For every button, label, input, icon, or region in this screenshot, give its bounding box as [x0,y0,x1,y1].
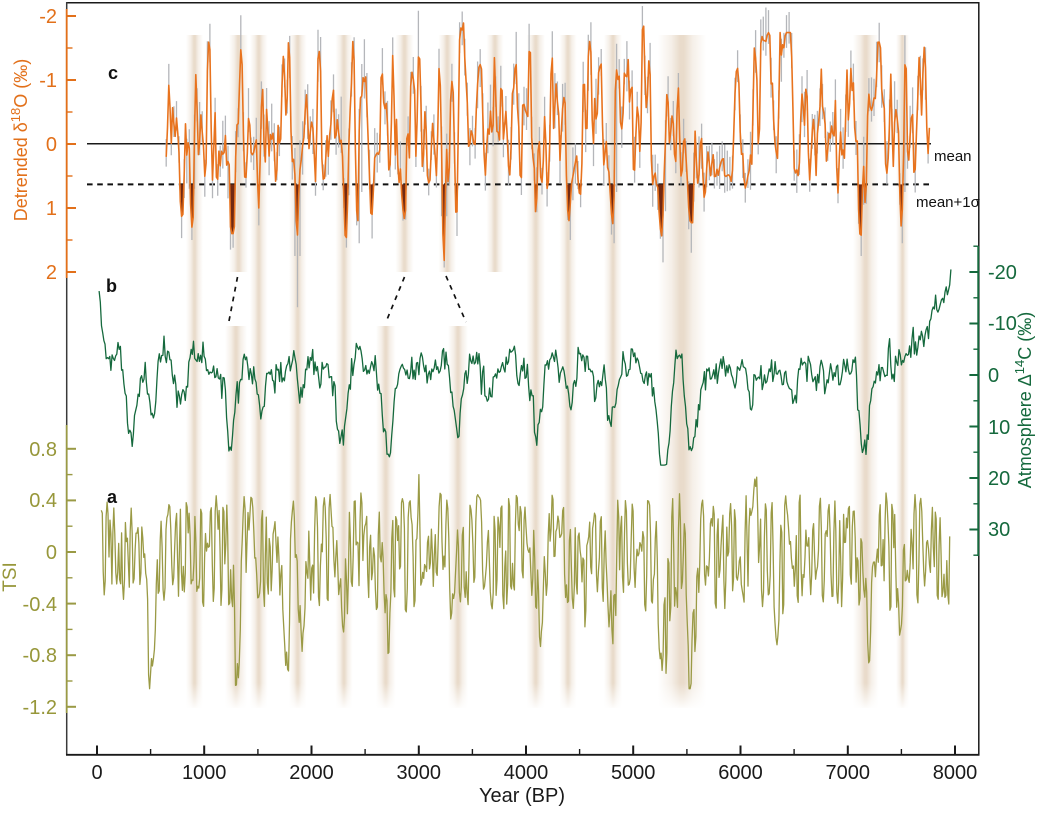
svg-text:6000: 6000 [718,762,763,784]
svg-text:-1: -1 [39,70,57,92]
svg-text:mean+1σ: mean+1σ [916,194,981,211]
svg-text:10: 10 [988,417,1010,439]
svg-text:0: 0 [46,542,57,564]
svg-text:4000: 4000 [504,762,549,784]
svg-text:Detrended δ18O (‰): Detrended δ18O (‰) [8,59,32,222]
svg-text:3000: 3000 [397,762,442,784]
svg-text:1: 1 [46,198,57,220]
svg-text:7000: 7000 [826,762,871,784]
svg-text:b: b [106,276,117,296]
svg-text:-2: -2 [39,6,57,28]
svg-text:0: 0 [91,762,102,784]
svg-text:-0.8: -0.8 [23,645,57,667]
svg-text:a: a [107,487,118,507]
svg-text:2: 2 [46,262,57,284]
svg-text:-20: -20 [988,262,1017,284]
svg-text:-1.2: -1.2 [23,697,57,719]
svg-text:0.8: 0.8 [29,439,57,461]
svg-text:0.4: 0.4 [29,490,57,512]
svg-text:30: 30 [988,519,1010,541]
svg-text:TSI: TSI [0,562,21,592]
svg-text:0: 0 [46,134,57,156]
svg-text:mean: mean [934,148,972,165]
svg-text:c: c [108,63,118,83]
svg-text:1000: 1000 [182,762,227,784]
svg-text:Atmosphere Δ14C (‰): Atmosphere Δ14C (‰) [1012,312,1036,489]
svg-text:-10: -10 [988,313,1017,335]
svg-text:8000: 8000 [933,762,978,784]
svg-text:-0.4: -0.4 [23,594,57,616]
svg-text:0: 0 [988,365,999,387]
svg-text:Year (BP): Year (BP) [479,785,565,807]
svg-text:2000: 2000 [289,762,334,784]
svg-text:5000: 5000 [611,762,656,784]
svg-text:20: 20 [988,468,1010,490]
